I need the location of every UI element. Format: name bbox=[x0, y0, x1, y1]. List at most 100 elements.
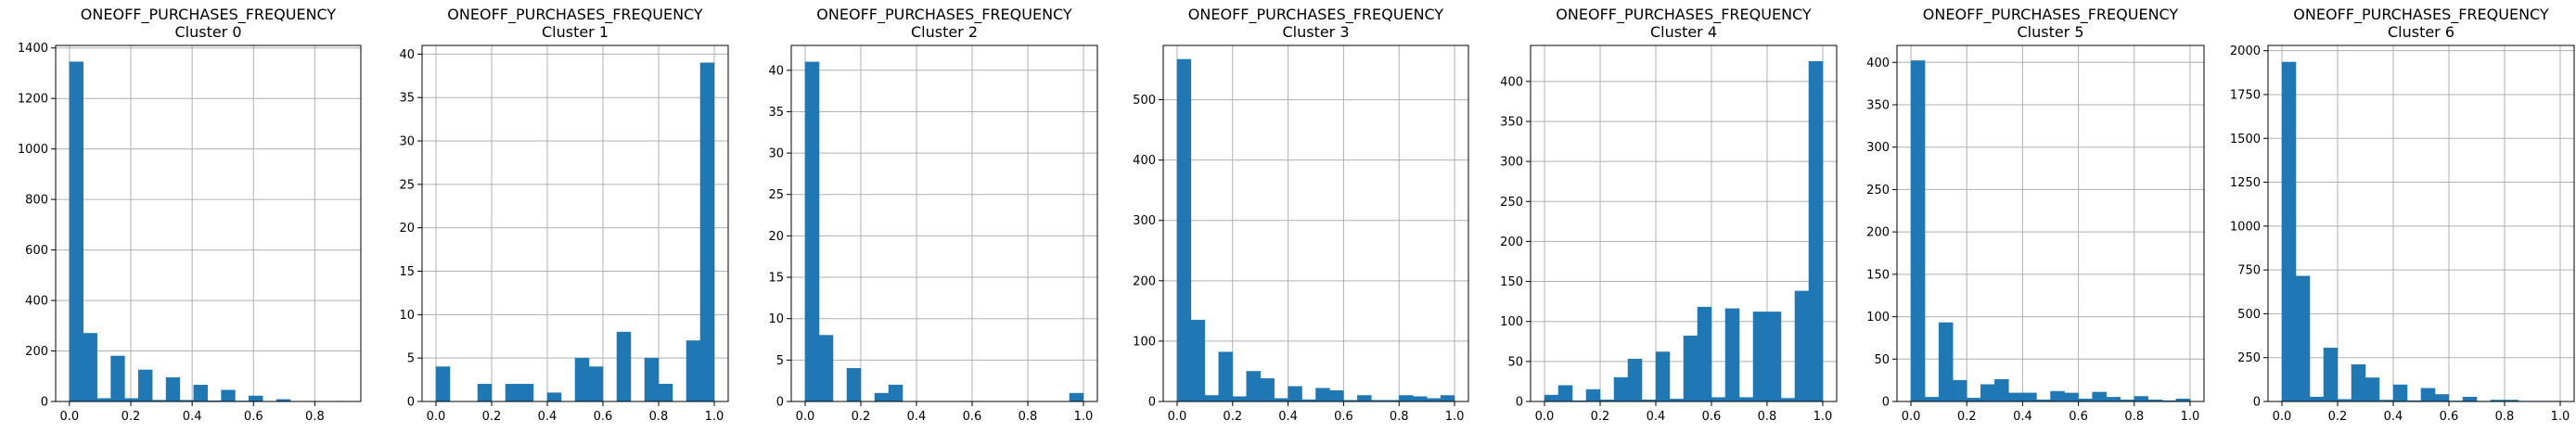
histogram-bar bbox=[2281, 61, 2297, 402]
histogram-bar bbox=[138, 369, 153, 402]
histogram-bar bbox=[2050, 390, 2065, 402]
x-tick-label: 0.4 bbox=[1647, 410, 1666, 424]
chart-subtitle: Cluster 1 bbox=[542, 23, 609, 41]
histogram-bar bbox=[1924, 397, 1940, 402]
histogram-bar bbox=[616, 331, 632, 402]
y-tick-label: 10 bbox=[399, 309, 415, 323]
histogram-bar bbox=[1176, 58, 1192, 402]
y-tick-label: 250 bbox=[1500, 196, 1523, 210]
histogram-bar bbox=[1412, 396, 1428, 402]
axes-frame bbox=[55, 45, 362, 402]
histogram-bar bbox=[2392, 384, 2408, 402]
chart-subtitle: Cluster 3 bbox=[1282, 23, 1349, 41]
histogram-bar bbox=[2365, 377, 2380, 402]
axes-frame bbox=[1162, 45, 1469, 402]
axes-frame bbox=[1530, 45, 1838, 402]
chart-panel-5: 0.0 0.2 0.4 0.6 0.8 1.0 0 50 100 150 200 250 300 350 4… bbox=[1866, 6, 2205, 424]
histogram-bar bbox=[874, 392, 890, 402]
y-tick-label: 500 bbox=[1133, 94, 1156, 108]
y-tick-label: 15 bbox=[768, 272, 784, 286]
chart-subtitle: Cluster 5 bbox=[2017, 23, 2083, 41]
x-tick-label: 0.8 bbox=[1390, 410, 1409, 424]
y-tick-label: 1200 bbox=[18, 93, 48, 107]
histogram-bar bbox=[574, 357, 590, 402]
histogram-bar bbox=[1655, 351, 1671, 402]
histogram-bar bbox=[1613, 376, 1629, 402]
y-tick-label: 1000 bbox=[2230, 220, 2261, 234]
x-tick-label: 0.2 bbox=[122, 410, 141, 424]
y-tick-label: 0 bbox=[776, 396, 784, 410]
x-tick-label: 0.0 bbox=[1902, 410, 1921, 424]
y-tick-label: 0 bbox=[1516, 396, 1523, 410]
y-tick-label: 50 bbox=[1507, 355, 1523, 369]
chart-panel-4: 0.0 0.2 0.4 0.6 0.8 1.0 0 50 100 150 200 250 300 350 4… bbox=[1500, 6, 1838, 424]
histogram-bar bbox=[83, 333, 97, 402]
y-tick-label: 0 bbox=[41, 396, 48, 410]
y-tick-label: 200 bbox=[1866, 226, 1890, 240]
histogram-bar bbox=[1218, 351, 1234, 402]
chart-title: ONEOFF_PURCHASES_FREQUENCY bbox=[1923, 6, 2179, 24]
x-tick-label: 0.0 bbox=[60, 410, 80, 424]
x-tick-label: 0.2 bbox=[1223, 410, 1242, 424]
histogram-bar bbox=[1794, 290, 1810, 402]
x-tick-label: 0.0 bbox=[427, 410, 446, 424]
y-tick-label: 150 bbox=[1866, 268, 1890, 282]
histogram-bar bbox=[1738, 397, 1754, 402]
x-tick-label: 0.0 bbox=[796, 410, 815, 424]
histogram-bar bbox=[1683, 335, 1698, 402]
histogram-bar bbox=[165, 376, 181, 402]
chart-subtitle: Cluster 6 bbox=[2388, 23, 2454, 41]
y-tick-label: 100 bbox=[1866, 311, 1890, 325]
x-tick-label: 0.4 bbox=[183, 410, 202, 424]
y-tick-label: 1000 bbox=[18, 143, 48, 157]
axes-frame bbox=[790, 45, 1098, 402]
x-tick-label: 0.2 bbox=[482, 410, 502, 424]
histogram-bar bbox=[1544, 394, 1559, 402]
x-tick-label: 0.0 bbox=[1535, 410, 1555, 424]
histogram-bar bbox=[1557, 385, 1573, 402]
x-tick-label: 0.4 bbox=[538, 410, 557, 424]
histogram-bar bbox=[818, 335, 834, 402]
histogram-bar bbox=[1966, 398, 1981, 402]
histogram-bar bbox=[1398, 395, 1414, 402]
x-tick-label: 0.0 bbox=[1168, 410, 1187, 424]
y-tick-label: 300 bbox=[1133, 214, 1156, 228]
histogram-bar bbox=[699, 62, 715, 402]
y-tick-label: 20 bbox=[399, 222, 415, 236]
y-tick-label: 100 bbox=[1500, 315, 1523, 329]
histogram-bar bbox=[110, 355, 125, 402]
histogram-bar bbox=[2295, 275, 2311, 402]
histogram-bar bbox=[1069, 392, 1084, 402]
histogram-bar bbox=[193, 385, 208, 402]
y-tick-label: 20 bbox=[768, 230, 784, 244]
y-tick-label: 350 bbox=[1500, 115, 1523, 129]
y-tick-label: 750 bbox=[2237, 264, 2261, 278]
axes-frame bbox=[1896, 45, 2205, 402]
y-tick-label: 600 bbox=[25, 244, 48, 258]
x-tick-label: 1.0 bbox=[705, 410, 724, 424]
y-tick-label: 200 bbox=[1500, 236, 1523, 249]
x-tick-label: 1.0 bbox=[1074, 410, 1094, 424]
histogram-bar bbox=[888, 384, 904, 402]
histogram-bar bbox=[1808, 61, 1824, 402]
histogram-bar bbox=[1260, 378, 1275, 402]
y-tick-label: 2000 bbox=[2230, 45, 2261, 58]
x-tick-label: 0.6 bbox=[594, 410, 613, 424]
y-tick-label: 300 bbox=[1500, 156, 1523, 170]
y-tick-label: 30 bbox=[399, 135, 415, 149]
y-tick-label: 0 bbox=[1148, 396, 1156, 410]
y-tick-label: 1500 bbox=[2230, 133, 2261, 146]
chart-title: ONEOFF_PURCHASES_FREQUENCY bbox=[816, 6, 1072, 24]
y-tick-label: 350 bbox=[1866, 99, 1890, 113]
histogram-bar bbox=[435, 366, 451, 402]
histogram-bar bbox=[2351, 364, 2366, 402]
y-tick-label: 15 bbox=[399, 265, 415, 279]
chart-panel-2: 0.0 0.2 0.4 0.6 0.8 1.0 0 5 10 15 20 25 30 35 40 ONEOFF… bbox=[768, 6, 1098, 424]
y-tick-label: 10 bbox=[768, 312, 784, 326]
x-tick-label: 0.2 bbox=[852, 410, 871, 424]
histogram-bar bbox=[644, 357, 660, 402]
x-tick-label: 0.2 bbox=[2328, 410, 2348, 424]
x-tick-label: 0.8 bbox=[2124, 410, 2144, 424]
histogram-bar bbox=[2309, 397, 2325, 402]
